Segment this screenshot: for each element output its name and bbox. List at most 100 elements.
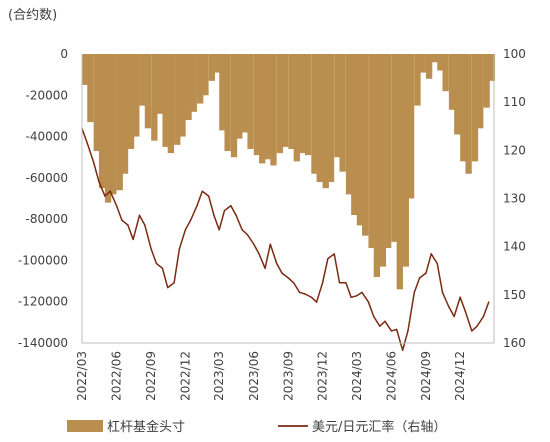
usdjpy-point [310,296,313,298]
position-bar [236,54,243,139]
usdjpy-point [127,224,129,226]
left-tick-label: -80000 [25,212,68,226]
position-bar [304,54,312,156]
usdjpy-point [292,282,295,284]
position-bar [299,54,306,154]
position-bar [356,54,364,226]
position-bar [288,54,295,149]
legend-bar-swatch [67,420,103,432]
x-tick-label: 2024/12 [453,351,467,401]
position-bar [391,54,398,242]
position-bar [208,54,215,81]
position-bar [483,54,490,108]
usdjpy-point [104,195,106,197]
x-tick-label: 2023/06 [247,351,261,401]
usdjpy-point [246,233,249,236]
left-tick-label: -40000 [25,130,68,144]
usdjpy-point [269,243,272,245]
position-bar [362,54,369,236]
position-bar [270,54,277,166]
usdjpy-point [373,315,375,318]
position-bar [327,54,335,182]
usdjpy-point [464,310,467,313]
position-bar [242,54,249,133]
usdjpy-point [407,330,409,332]
usdjpy-point [241,229,243,231]
position-bar [167,54,175,154]
usdjpy-point [390,330,393,332]
usdjpy-point [425,272,427,274]
left-tick-label: -120000 [18,295,68,309]
left-tick-label: -140000 [18,336,68,350]
x-tick-label: 2022/09 [144,351,158,401]
usdjpy-point [361,291,363,294]
position-bar [322,54,329,189]
right-tick-label: 160 [503,336,526,350]
right-tick-label: 110 [503,95,526,109]
x-tick-label: 2022/03 [75,351,89,401]
usdjpy-point [264,267,266,270]
position-bar [213,54,221,73]
position-bar [116,54,123,191]
left-tick-label: -100000 [18,253,68,267]
left-tick-label: -20000 [25,88,68,102]
usdjpy-point [413,291,416,294]
usdjpy-point [436,262,438,265]
position-bar [339,54,346,172]
usdjpy-point [230,205,232,207]
right-axis: 100 110 120 130 140 150 160 [493,47,526,350]
position-bar [93,54,100,152]
position-bar [276,54,284,154]
position-bar [98,54,106,189]
usdjpy-point [98,180,100,183]
usdjpy-point [298,291,301,294]
position-bar [281,54,289,147]
x-tick-label: 2023/03 [212,351,226,401]
usdjpy-point [92,161,95,164]
position-bar [133,54,140,137]
usdjpy-point [189,219,192,221]
usdjpy-point [144,224,146,226]
usdjpy-point [350,296,352,298]
usdjpy-point [132,238,134,241]
usdjpy-point [345,282,347,284]
usdjpy-point [276,262,278,265]
usdjpy-point [161,267,164,270]
usdjpy-point [155,262,158,265]
x-tick-label: 2024/06 [384,351,398,401]
position-bar [197,54,204,104]
usdjpy-point [448,306,450,308]
position-bar [219,54,226,131]
position-bar [488,54,496,81]
position-bar [442,54,449,92]
position-bar [151,54,158,141]
position-bar [121,54,129,174]
position-bar [460,54,467,162]
usdjpy-point [223,209,226,212]
usdjpy-point [121,219,123,221]
x-tick-label: 2022/06 [110,351,124,401]
legend-line-label: 美元/日元汇率（右轴） [312,419,446,435]
usdjpy-point [453,315,455,318]
usdjpy-point [441,291,444,294]
position-bar [414,54,421,106]
position-bar [156,54,163,114]
right-tick-label: 150 [503,288,526,302]
usdjpy-point [482,315,485,318]
position-bar [230,54,238,158]
usdjpy-point [287,277,290,279]
usdjpy-point [207,195,210,197]
position-bar [190,54,197,112]
legend-bar-label: 杠杆基金头寸 [107,419,185,435]
usdjpy-point [379,325,381,327]
usdjpy-point [356,295,358,297]
position-bar [82,54,89,85]
usdjpy-point [327,258,329,260]
usdjpy-point [315,301,318,303]
position-bar [437,54,444,71]
left-tick-label: 0 [60,47,68,61]
position-bar [368,54,375,249]
position-bar [104,54,112,203]
usdjpy-point [321,282,324,284]
usdjpy-point [196,205,198,207]
